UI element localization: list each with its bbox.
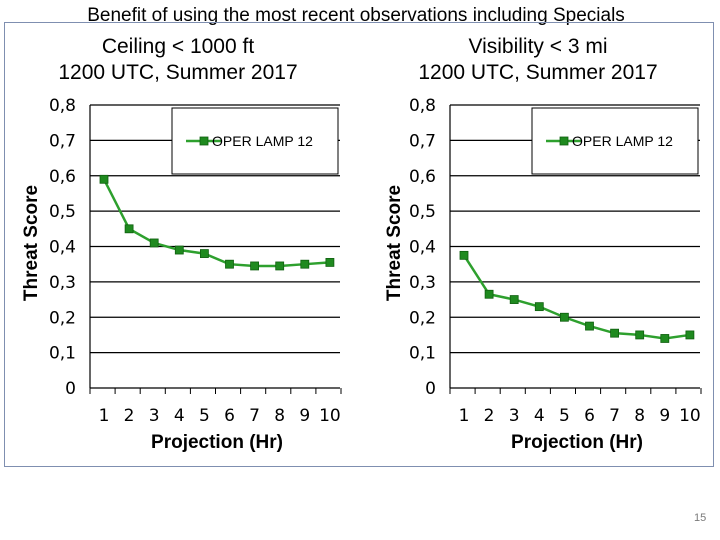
x-tick-label: 1: [459, 406, 470, 426]
x-tick-label: 10: [679, 406, 701, 426]
data-point: [250, 261, 260, 271]
x-tick-label: 4: [174, 406, 185, 426]
x-tick-label: 5: [199, 406, 210, 426]
x-tick-label: 2: [484, 406, 495, 426]
legend-label: OPER LAMP 12: [212, 133, 313, 149]
data-point: [325, 258, 335, 267]
legend-label: OPER LAMP 12: [572, 133, 673, 149]
chart-title-line1: Ceiling < 1000 ft: [101, 35, 255, 58]
x-tick-label: 5: [559, 406, 570, 426]
y-axis-label: Threat Score: [21, 185, 42, 301]
y-tick-label: 0,7: [409, 131, 436, 151]
y-tick-label: 0,3: [409, 273, 436, 293]
x-tick-label: 3: [149, 406, 160, 426]
x-tick-label: 7: [609, 406, 620, 426]
legend-marker: [559, 136, 569, 146]
slide-title: Benefit of using the most recent observa…: [87, 5, 625, 26]
data-point: [509, 295, 519, 304]
data-point: [560, 312, 569, 322]
y-tick-label: 0,4: [409, 238, 436, 258]
data-point: [660, 334, 670, 343]
y-tick-label: 0,5: [409, 202, 436, 222]
data-point: [300, 259, 310, 269]
x-tick-label: 8: [274, 406, 285, 426]
y-tick-label: 0,2: [49, 308, 76, 328]
y-tick-label: 0: [65, 379, 76, 399]
x-axis-label: Projection (Hr): [511, 432, 643, 453]
x-axis-label: Projection (Hr): [151, 432, 283, 453]
x-tick-label: 3: [509, 406, 520, 426]
x-tick-label: 8: [634, 406, 645, 426]
x-tick-label: 9: [659, 406, 670, 426]
data-point: [685, 330, 695, 340]
chart-title-visibility: Visibility < 3 mi 1200 UTC, Summer 2017: [388, 34, 688, 86]
y-tick-label: 0,5: [49, 202, 76, 222]
chart-title-line2: 1200 UTC, Summer 2017: [418, 61, 658, 84]
x-tick-label: 10: [319, 406, 341, 426]
x-tick-label: 2: [124, 406, 135, 426]
y-tick-label: 0,1: [49, 344, 76, 364]
y-tick-label: 0,3: [49, 273, 76, 293]
x-tick-label: 7: [249, 406, 260, 426]
page-number: 15: [694, 512, 707, 524]
data-point: [534, 302, 544, 312]
chart-title-line1: Visibility < 3 mi: [468, 35, 608, 58]
chart-frame: [4, 22, 714, 467]
x-tick-label: 6: [584, 406, 595, 426]
x-tick-label: 4: [534, 406, 545, 426]
y-tick-label: 0,6: [409, 167, 436, 187]
chart-ceiling: 0 0,1 0,2 0,3 0,4 0,5 0,6 0,7 0,8 1 2 3 4 5 6 7 8 9 10 Proj…: [21, 96, 342, 453]
x-tick-label: 9: [299, 406, 310, 426]
x-tick-label: 6: [224, 406, 235, 426]
series-line: [462, 254, 691, 340]
data-point: [459, 250, 469, 260]
data-point: [610, 328, 619, 338]
y-tick-label: 0,1: [409, 344, 436, 364]
y-axis-label: Threat Score: [384, 185, 405, 301]
x-tick-label: 1: [99, 406, 110, 426]
data-point: [635, 330, 645, 340]
y-tick-label: 0,4: [49, 238, 76, 258]
data-point: [174, 245, 184, 255]
y-tick-label: 0,8: [49, 96, 76, 116]
chart-title-line2: 1200 UTC, Summer 2017: [58, 61, 298, 84]
data-point: [225, 259, 234, 269]
chart-title-ceiling: Ceiling < 1000 ft 1200 UTC, Summer 2017: [28, 34, 328, 86]
data-point: [484, 289, 494, 299]
data-point: [199, 249, 209, 258]
y-tick-label: 0,6: [49, 167, 76, 187]
chart-visibility: 0 0,1 0,2 0,3 0,4 0,5 0,6 0,7 0,8 1 2 3 4 5 6 7 8 9 10 Proj…: [384, 96, 702, 453]
data-point: [585, 321, 594, 331]
data-point: [149, 238, 159, 248]
y-tick-label: 0,7: [49, 131, 76, 151]
data-point: [99, 174, 109, 184]
data-point: [275, 261, 285, 271]
y-tick-label: 0: [425, 379, 436, 399]
y-tick-label: 0,2: [409, 308, 436, 328]
data-point: [124, 224, 134, 234]
series-line: [102, 178, 330, 268]
legend-marker: [199, 136, 209, 146]
y-tick-label: 0,8: [409, 96, 436, 116]
